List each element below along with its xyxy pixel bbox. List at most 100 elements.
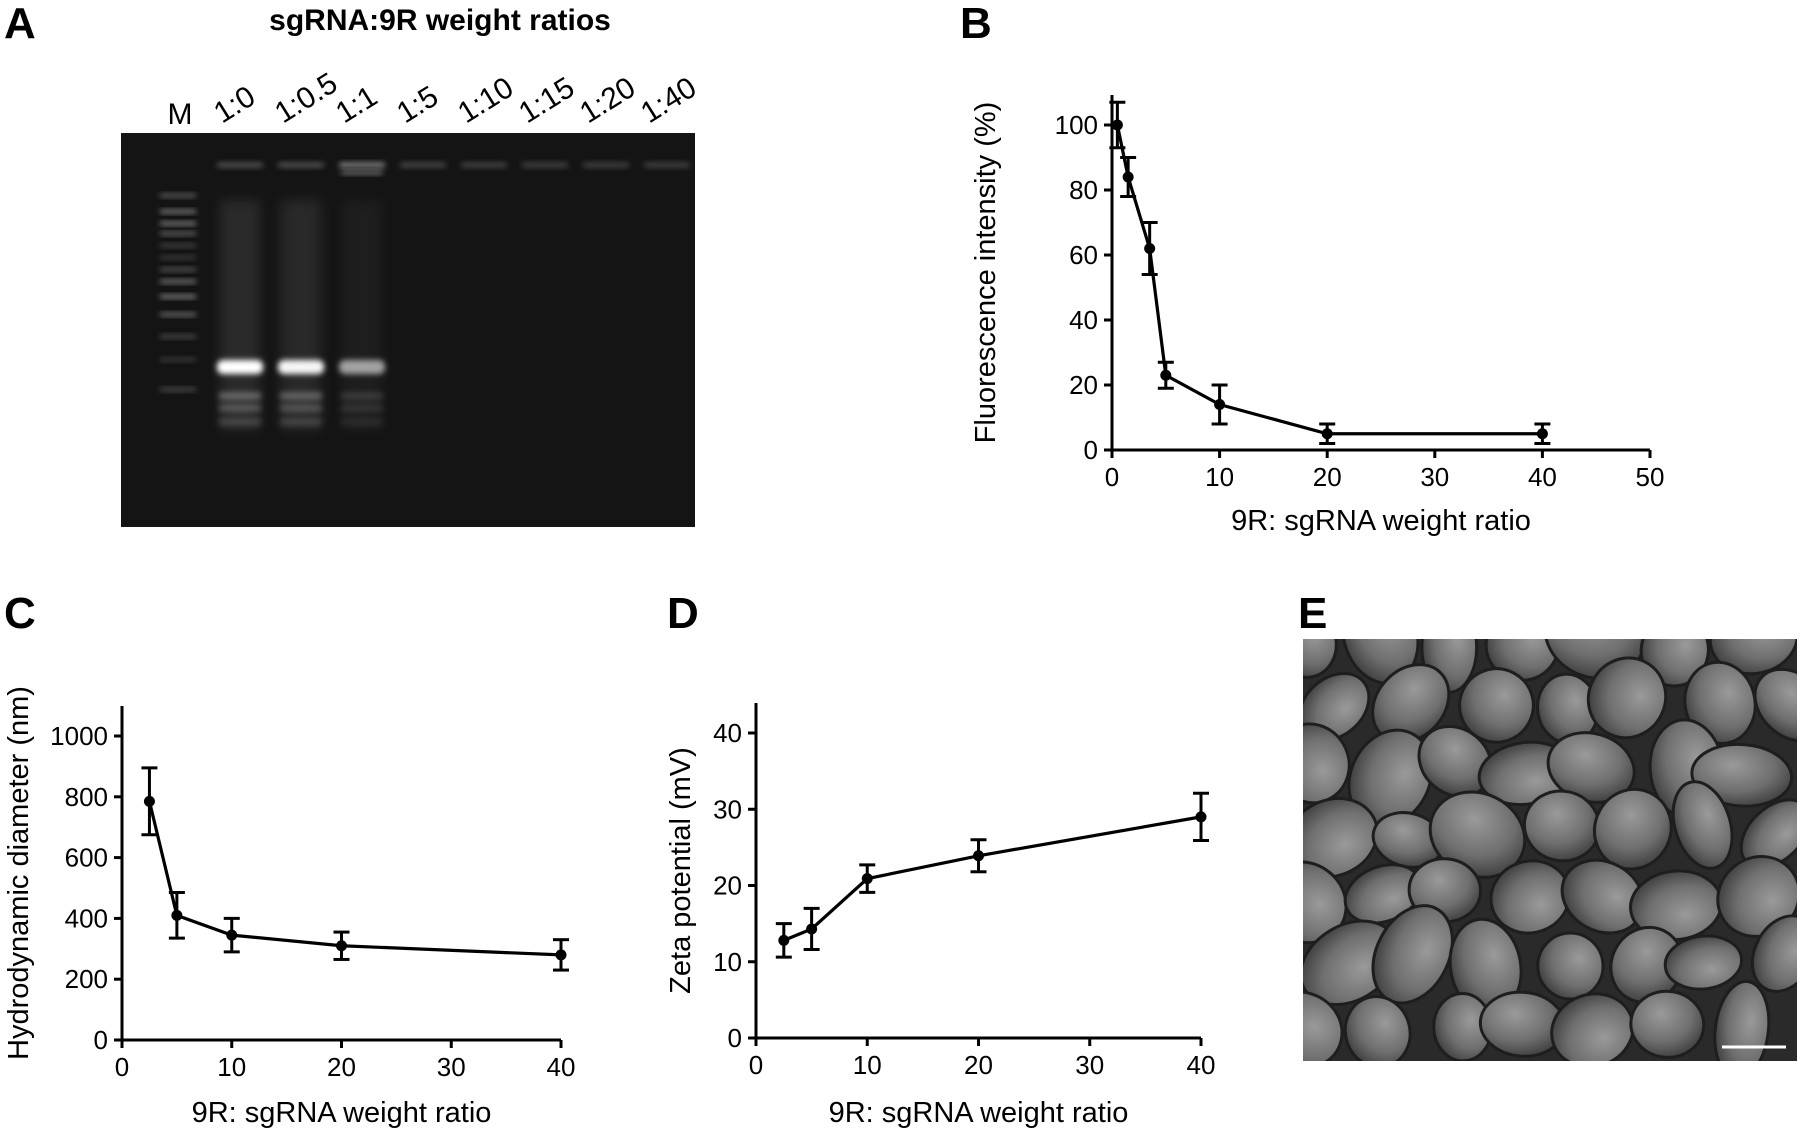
- gel-smear-band: [219, 418, 261, 426]
- ladder-band: [160, 222, 196, 225]
- gel-lane-labels: 1:0 1:0.51:1 1:5 1:101:151:201:40: [208, 67, 702, 130]
- data-point: [555, 949, 567, 961]
- x-tick-label: 40: [1528, 462, 1557, 492]
- sem-particle: [1663, 934, 1744, 991]
- ladder-band: [160, 313, 196, 316]
- gel-well: [461, 163, 507, 167]
- gel-smear: [281, 200, 321, 430]
- y-tick-label: 20: [1069, 370, 1098, 400]
- y-tick-label: 0: [1084, 435, 1098, 465]
- gel-smear-band: [280, 418, 322, 426]
- gel-smear-band: [341, 404, 383, 412]
- marker-ladder: [160, 194, 196, 391]
- gel-well: [400, 163, 446, 167]
- data-point: [226, 929, 238, 941]
- gel-smear-band: [219, 392, 261, 400]
- x-tick-label: 10: [1205, 462, 1234, 492]
- data-point: [171, 909, 183, 921]
- x-tick-label: 10: [217, 1052, 246, 1082]
- panel-letter-c: C: [4, 589, 36, 638]
- y-tick-label: 800: [65, 782, 108, 812]
- data-point: [973, 850, 984, 862]
- gel-smear: [220, 200, 260, 430]
- gel-well: [644, 163, 690, 167]
- series-line: [1115, 124, 1543, 436]
- data-point: [861, 873, 873, 885]
- data-point: [1122, 171, 1134, 183]
- data-point: [1160, 369, 1172, 381]
- data-point: [336, 940, 347, 952]
- ladder-band: [160, 268, 196, 271]
- y-axis-title: Fluorescence intensity (%): [970, 102, 1002, 444]
- sem-particle: [1303, 990, 1344, 1061]
- y-tick-label: 10: [713, 947, 742, 977]
- x-tick-label: 40: [547, 1052, 576, 1082]
- ladder-band: [160, 210, 196, 213]
- x-tick-label: 20: [327, 1052, 356, 1082]
- sem-micrograph: [1303, 639, 1797, 1061]
- y-tick-label: 600: [65, 843, 108, 873]
- data-point: [806, 923, 818, 935]
- gel-lane-label: 1:20: [574, 71, 641, 130]
- y-tick-label: 30: [713, 794, 742, 824]
- gel-panel: sgRNA:9R weight ratios M 1:0 1:0.51:1 1:5 1…: [121, 4, 702, 527]
- sem-particle: [1671, 780, 1734, 870]
- y-tick-label: 0: [94, 1025, 108, 1055]
- gel-lane-label: 1:0: [208, 80, 261, 130]
- gel-main-band: [217, 360, 263, 374]
- y-tick-label: 100: [1055, 110, 1098, 140]
- sem-particle: [1753, 667, 1797, 743]
- gel-lane: [339, 163, 385, 430]
- ladder-band: [160, 388, 196, 391]
- sem-particle: [1639, 639, 1710, 688]
- sem-particle: [1303, 797, 1379, 879]
- sem-particle: [1708, 639, 1797, 676]
- data-point: [1536, 428, 1548, 440]
- gel-lane: [644, 163, 690, 167]
- data-point: [1111, 119, 1123, 131]
- gel-lane: [583, 163, 629, 167]
- ladder-band: [160, 335, 196, 338]
- x-tick-label: 30: [1420, 462, 1449, 492]
- x-tick-label: 20: [1313, 462, 1342, 492]
- ladder-band: [160, 256, 196, 259]
- y-axis-title: Zeta potential (mV): [665, 747, 697, 994]
- data-point: [1321, 428, 1333, 440]
- y-axis-title: Hydrodynamic diameter (nm): [3, 686, 35, 1060]
- gel-lane-label: 1:10: [452, 71, 519, 130]
- y-tick-label: 40: [1069, 305, 1098, 335]
- gel-smear-band: [280, 392, 322, 400]
- x-tick-label: 20: [964, 1050, 993, 1080]
- x-tick-label: 30: [1075, 1050, 1104, 1080]
- data-point: [143, 795, 155, 807]
- sem-particle: [1343, 995, 1412, 1061]
- y-tick-label: 60: [1069, 240, 1098, 270]
- x-tick-label: 0: [1105, 462, 1119, 492]
- y-tick-label: 40: [713, 718, 742, 748]
- gel-lane: [217, 163, 263, 430]
- gel-smear-band: [219, 404, 261, 412]
- panel-letter-d: D: [667, 589, 699, 638]
- panel-letter-a: A: [4, 0, 36, 48]
- sem-particle: [1713, 979, 1771, 1061]
- gel-well: [339, 163, 385, 167]
- data-point: [778, 934, 790, 946]
- series-line: [147, 800, 562, 957]
- chart-zeta-potential: 0 10 20 30 40 0 10 20 30 40 9R: sgRNA weight ratio…: [665, 703, 1215, 1129]
- x-tick-label: 30: [437, 1052, 466, 1082]
- gel-well: [583, 163, 629, 167]
- gel-lane-label: 1:5: [391, 80, 444, 130]
- gel-well-band: [341, 171, 383, 174]
- ladder-band: [160, 280, 196, 283]
- sem-particle: [1586, 656, 1668, 740]
- series-line: [783, 815, 1202, 942]
- gel-main-band: [339, 360, 385, 374]
- y-tick-label: 400: [65, 903, 108, 933]
- gel-title: sgRNA:9R weight ratios: [269, 4, 611, 37]
- gel-lane-label: 1:0.5: [269, 67, 343, 130]
- gel-well: [522, 163, 568, 167]
- x-tick-label: 40: [1187, 1050, 1216, 1080]
- data-point: [1214, 399, 1226, 410]
